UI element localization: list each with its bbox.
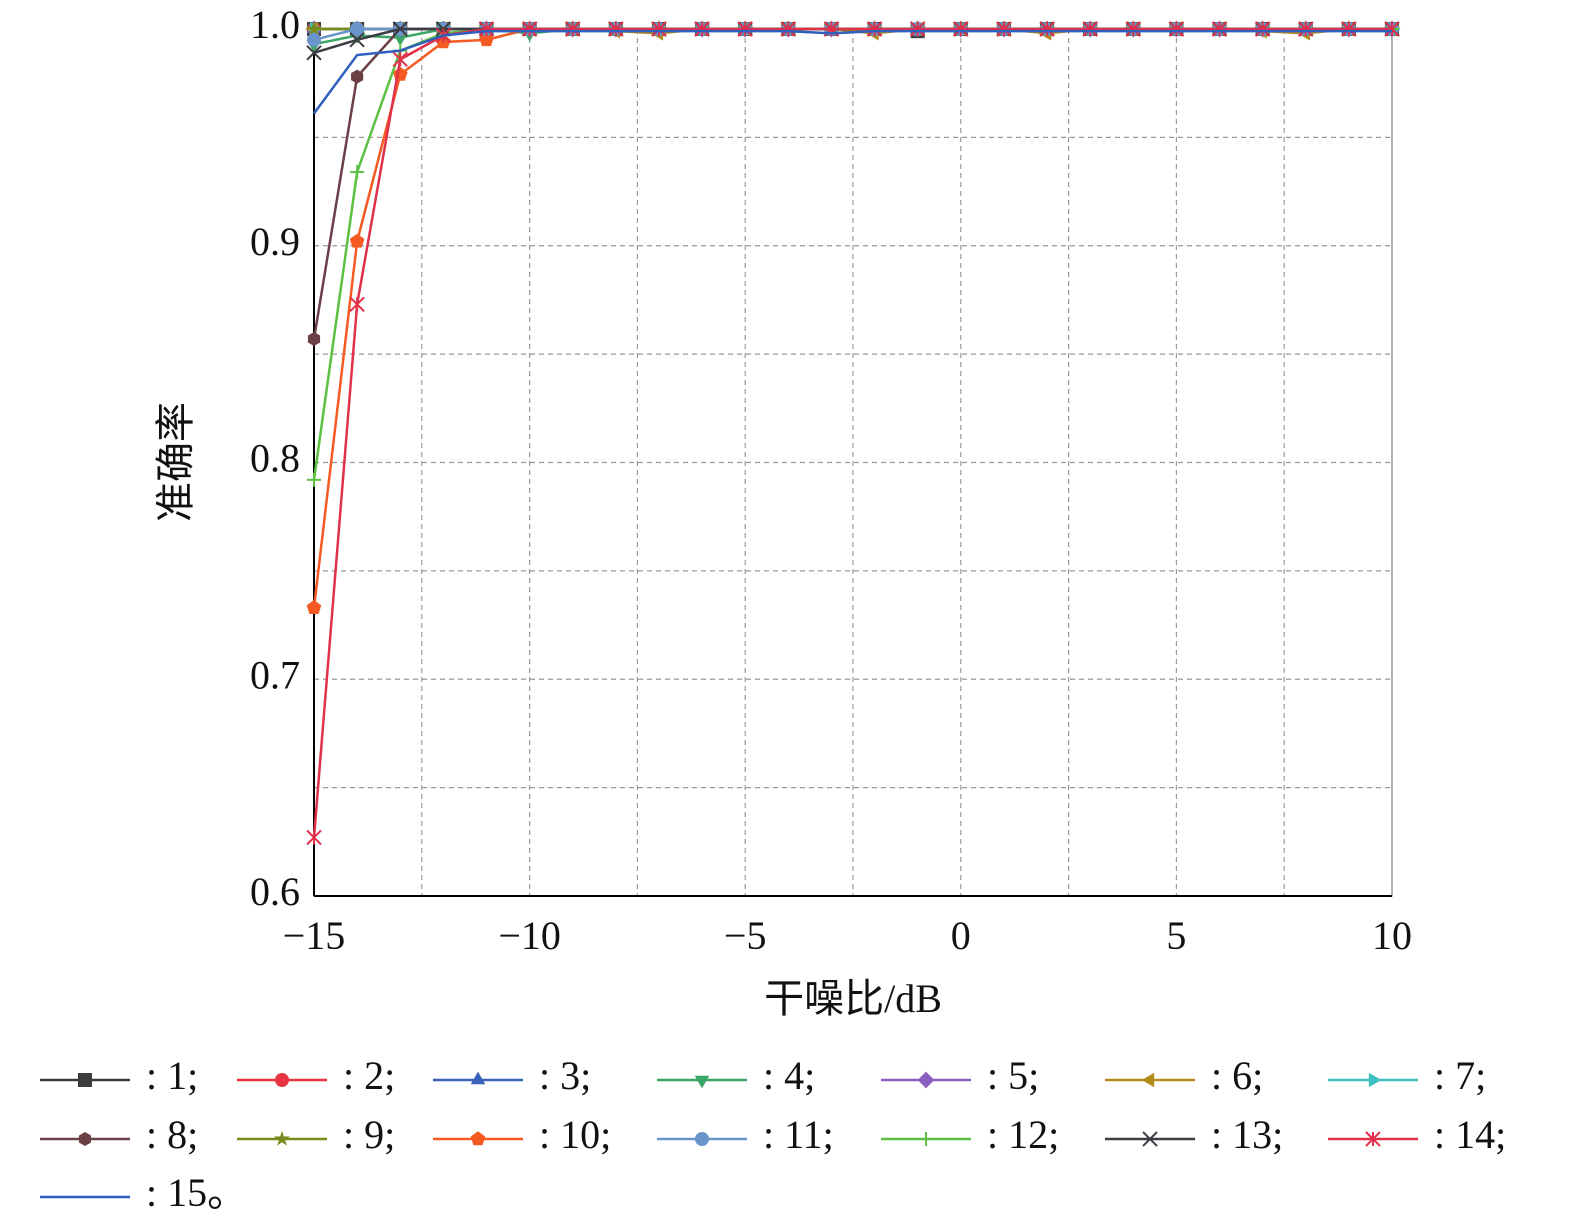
marker xyxy=(694,21,710,37)
marker xyxy=(521,21,538,37)
marker xyxy=(306,20,322,36)
marker xyxy=(306,829,322,846)
marker xyxy=(651,21,667,37)
marker xyxy=(1368,1072,1382,1088)
marker xyxy=(349,32,365,48)
marker xyxy=(478,21,495,37)
marker xyxy=(608,21,624,37)
marker xyxy=(392,21,408,37)
x-tick-label: −10 xyxy=(498,913,561,958)
marker xyxy=(275,1073,289,1087)
legend-label: : 14; xyxy=(1434,1112,1506,1157)
marker xyxy=(1142,1131,1158,1147)
y-tick-label: 1.0 xyxy=(250,2,300,47)
legend-label: : 15。 xyxy=(146,1170,247,1215)
legend-label: : 9; xyxy=(343,1112,395,1157)
marker xyxy=(694,1075,710,1089)
x-axis-title: 干噪比/dB xyxy=(764,976,942,1021)
x-tick-label: 0 xyxy=(951,913,971,958)
marker xyxy=(392,51,408,68)
marker xyxy=(909,21,926,37)
legend-label: : 8; xyxy=(146,1112,198,1157)
y-axis-title: 准确率 xyxy=(153,402,198,522)
legend-label: : 10; xyxy=(539,1112,611,1157)
marker xyxy=(470,1131,486,1146)
legend-label: : 2; xyxy=(343,1053,395,1098)
legend-label: : 11; xyxy=(763,1112,834,1157)
marker xyxy=(470,1071,486,1085)
marker xyxy=(866,21,883,37)
legend-label: : 4; xyxy=(763,1053,815,1098)
marker xyxy=(996,21,1012,37)
legend-label: : 1; xyxy=(146,1053,198,1098)
legend-label: : 5; xyxy=(987,1053,1039,1098)
marker xyxy=(919,1132,933,1146)
marker xyxy=(1341,21,1357,37)
marker xyxy=(953,21,969,37)
marker xyxy=(1211,21,1228,37)
marker xyxy=(1384,21,1400,37)
marker-stroke xyxy=(392,21,408,37)
legend-label: : 6; xyxy=(1211,1053,1263,1098)
marker xyxy=(78,1073,92,1087)
x-tick-label: −5 xyxy=(724,913,767,958)
y-tick-label: 0.6 xyxy=(250,869,300,914)
marker xyxy=(350,22,365,36)
marker xyxy=(307,331,321,346)
marker xyxy=(780,21,797,37)
marker xyxy=(1365,1131,1381,1147)
series-line xyxy=(312,29,1392,115)
marker xyxy=(737,21,753,37)
y-tick-label: 0.9 xyxy=(250,219,300,264)
x-tick-label: −15 xyxy=(283,913,346,958)
marker xyxy=(78,1132,92,1146)
marker xyxy=(274,1130,290,1146)
marker xyxy=(917,1071,935,1089)
marker xyxy=(351,69,364,84)
x-tick-label: 10 xyxy=(1372,913,1412,958)
marker xyxy=(350,165,365,180)
legend-label: : 7; xyxy=(1434,1053,1486,1098)
marker xyxy=(349,296,365,312)
marker-stroke xyxy=(1142,1131,1158,1147)
marker xyxy=(349,233,365,248)
marker xyxy=(306,45,322,61)
marker xyxy=(392,33,408,47)
y-tick-label: 0.7 xyxy=(250,652,300,697)
marker-stroke xyxy=(349,32,365,48)
series-line xyxy=(312,27,1392,838)
legend-label: : 3; xyxy=(539,1053,591,1098)
marker xyxy=(565,21,581,37)
marker xyxy=(307,472,321,487)
marker xyxy=(1298,21,1314,37)
marker xyxy=(1082,21,1098,37)
marker xyxy=(695,1132,709,1146)
marker xyxy=(392,66,408,81)
x-tick-label: 5 xyxy=(1166,913,1186,958)
legend-label: : 12; xyxy=(987,1112,1059,1157)
marker xyxy=(307,32,321,47)
legend-label: : 13; xyxy=(1211,1112,1283,1157)
y-tick-label: 0.8 xyxy=(250,436,300,481)
marker xyxy=(306,600,322,614)
marker-stroke xyxy=(306,45,322,61)
marker xyxy=(1039,21,1055,37)
marker xyxy=(1254,21,1271,37)
marker xyxy=(1168,21,1185,37)
marker xyxy=(479,32,494,47)
marker xyxy=(1141,1072,1155,1088)
marker xyxy=(1125,21,1141,37)
